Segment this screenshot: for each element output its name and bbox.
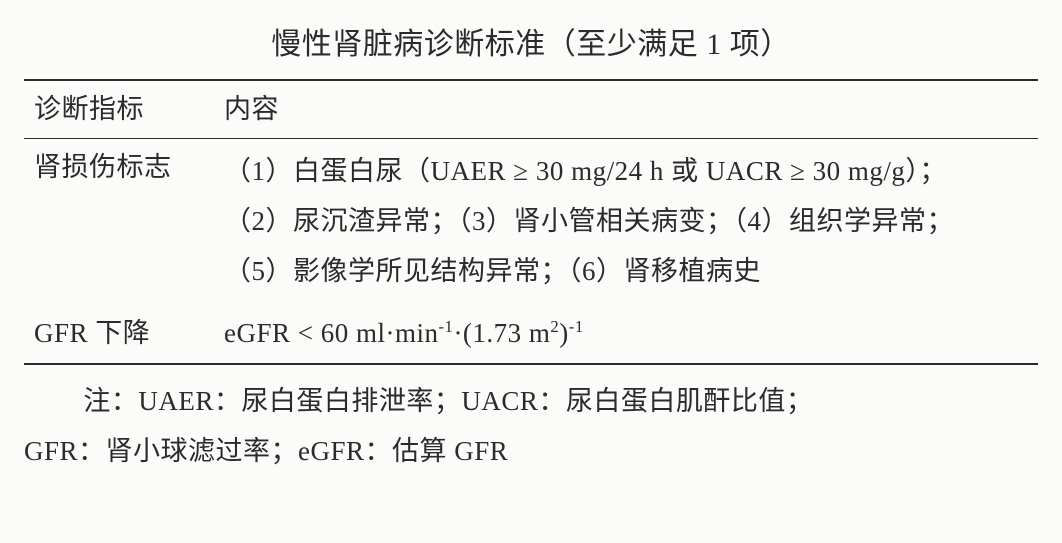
row1-indicator: 肾损伤标志 xyxy=(24,139,214,305)
row1-line1: （1）白蛋白尿（UAER ≥ 30 mg/24 h 或 UACR ≥ 30 mg… xyxy=(224,147,1036,197)
table-row: GFR 下降 eGFR < 60 ml·min-1·(1.73 m2)-1 xyxy=(24,305,1038,364)
table-row: 肾损伤标志 （1）白蛋白尿（UAER ≥ 30 mg/24 h 或 UACR ≥… xyxy=(24,139,1038,305)
criteria-table: 诊断指标 内容 肾损伤标志 （1）白蛋白尿（UAER ≥ 30 mg/24 h … xyxy=(24,79,1038,366)
header-row: 诊断指标 内容 xyxy=(24,80,1038,139)
col-header-indicator: 诊断指标 xyxy=(24,80,214,139)
row2-content: eGFR < 60 ml·min-1·(1.73 m2)-1 xyxy=(214,305,1038,364)
notes-line1: 注：UAER：尿白蛋白排泄率；UACR：尿白蛋白肌酐比值； xyxy=(83,386,813,416)
notes-block: 注：UAER：尿白蛋白排泄率；UACR：尿白蛋白肌酐比值； GFR：肾小球滤过率… xyxy=(24,377,1038,477)
table-title: 慢性肾脏病诊断标准（至少满足 1 项） xyxy=(24,22,1038,69)
row1-content: （1）白蛋白尿（UAER ≥ 30 mg/24 h 或 UACR ≥ 30 mg… xyxy=(214,139,1038,305)
row2-indicator: GFR 下降 xyxy=(24,305,214,364)
col-header-content: 内容 xyxy=(214,80,1038,139)
notes-line2: GFR：肾小球滤过率；eGFR：估算 GFR xyxy=(24,436,508,466)
row1-line2: （2）尿沉渣异常；（3）肾小管相关病变；（4）组织学异常； xyxy=(224,197,1036,247)
row1-line3: （5）影像学所见结构异常；（6）肾移植病史 xyxy=(224,247,1036,297)
